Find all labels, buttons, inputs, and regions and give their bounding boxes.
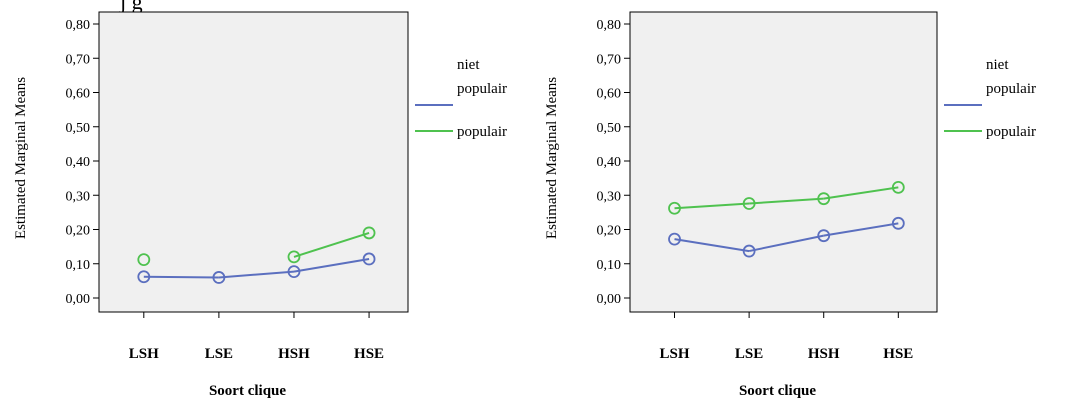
x-axis-title: Soort clique (209, 383, 286, 399)
y-tick-label: 0,00 (66, 292, 91, 307)
data-point (137, 253, 151, 267)
data-point (362, 226, 376, 240)
data-point (362, 252, 376, 266)
data-point (817, 192, 831, 206)
series-line-segment (674, 238, 750, 253)
plot-area (629, 11, 938, 313)
data-point (891, 216, 905, 230)
data-point (891, 180, 905, 194)
y-tick-label: 0,80 (597, 18, 622, 33)
x-category-label: LSE (205, 346, 233, 362)
y-tick-label: 0,60 (66, 87, 91, 102)
series-line-segment (749, 197, 824, 205)
data-point (287, 265, 301, 279)
x-category-label: HSE (883, 346, 913, 362)
series-line-segment (218, 270, 295, 279)
y-axis-title: Estimated Marginal Means (544, 77, 560, 239)
chart-left: 0,00 0,10 0,20 0,30 0,40 0,50 0,60 0,70 0,80 LSH L… (13, 11, 507, 399)
x-category-label: LSH (129, 346, 159, 362)
y-tick-label: 0,70 (66, 52, 91, 67)
y-tick-label: 0,50 (66, 121, 91, 136)
y-tick-label: 0,70 (597, 52, 622, 67)
series-line-segment (674, 202, 750, 210)
x-category-label: HSH (808, 346, 840, 362)
y-axis-title: Estimated Marginal Means (13, 77, 29, 239)
data-point (742, 244, 756, 258)
y-tick-label: 0,00 (597, 292, 622, 307)
y-tick-label: 0,20 (597, 224, 622, 239)
legend-label: niet (986, 57, 1009, 73)
legend-label: populair (457, 124, 507, 140)
data-point (668, 232, 681, 246)
data-point (212, 271, 226, 284)
legend-label: populair (986, 124, 1036, 140)
series-line-segment (823, 222, 899, 237)
y-tick-label: 0,80 (66, 18, 91, 33)
x-axis-title: Soort clique (739, 383, 816, 399)
x-category-label: LSE (735, 346, 763, 362)
series-line-segment (293, 257, 370, 273)
series-line-segment (143, 275, 219, 279)
legend-label: populair (986, 81, 1036, 97)
y-tick-label: 0,60 (597, 87, 622, 102)
x-category-label: HSH (278, 346, 310, 362)
data-point (137, 270, 151, 284)
chart-right: 0,00 0,10 0,20 0,30 0,40 0,50 0,60 0,70 0,80 LSH L… (544, 11, 1036, 399)
legend-label: populair (457, 81, 507, 97)
y-tick-label: 0,20 (66, 224, 91, 239)
y-tick-label: 0,10 (597, 258, 622, 273)
y-tick-label: 0,50 (597, 121, 622, 136)
y-tick-label: 0,40 (66, 155, 91, 170)
x-category-label: HSE (354, 346, 384, 362)
y-tick-label: 0,30 (66, 189, 91, 204)
data-point (817, 229, 831, 243)
data-point (742, 197, 756, 210)
data-point (668, 201, 681, 215)
y-tick-label: 0,40 (597, 155, 622, 170)
series-line-segment (748, 234, 824, 253)
legend-label: niet (457, 57, 480, 73)
y-tick-label: 0,30 (597, 189, 622, 204)
series-line-segment (293, 231, 370, 258)
series-line-segment (823, 186, 899, 200)
data-point (287, 250, 301, 264)
cropped-header-text: j g (120, 0, 143, 14)
plot-area (98, 11, 409, 313)
y-tick-label: 0,10 (66, 258, 91, 273)
x-category-label: LSH (660, 346, 690, 362)
